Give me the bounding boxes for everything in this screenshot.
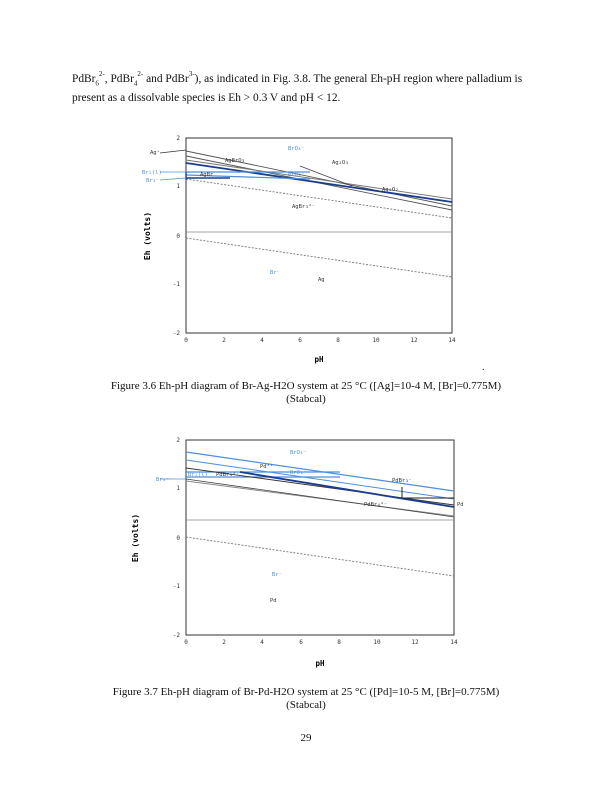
dark-blue-boundary (239, 471, 455, 508)
y-tick-label: -2 (173, 330, 181, 337)
y-axis-label: Eh (volts) (143, 212, 152, 260)
text-run: , PdBr (104, 73, 134, 85)
blue-boundary (185, 174, 311, 180)
x-tick-label: 0 (184, 639, 188, 646)
species-label: AgBr (200, 172, 214, 178)
superscript: 2- (137, 70, 144, 79)
page-number: 29 (300, 732, 312, 744)
species-label: PdBr₄²⁻ (216, 471, 239, 478)
species-label: Br₃⁻ (146, 178, 159, 184)
boundary-line (185, 159, 453, 200)
species-label: AgBr₃²⁻ (292, 203, 315, 210)
species-label: BrO₃⁻ (290, 470, 307, 476)
stray-mark: . (482, 362, 485, 373)
y-tick-label: 1 (176, 183, 180, 190)
x-tick-label: 12 (411, 639, 419, 646)
species-label: Br⁻ (272, 572, 282, 578)
x-tick-label: 0 (184, 337, 188, 344)
o2-water-line (185, 178, 453, 219)
x-tick-label: 14 (448, 337, 456, 344)
species-label: Br₂(l) (188, 472, 208, 478)
label-arrow (159, 177, 187, 181)
x-axis: 0 2 4 6 8 10 12 14 (184, 337, 456, 344)
species-label: Ag₂O₂ (382, 187, 399, 193)
body-paragraph: PdBr62-, PdBr42- and PdBr3-), as indicat… (72, 70, 546, 108)
species-label: BrO₃⁻ (288, 172, 305, 178)
species-label: Ag₂O₃ (332, 160, 349, 166)
species-label: BrO₄⁻ (290, 450, 307, 456)
text-run: PdBr (72, 73, 96, 85)
x-tick-label: 6 (299, 639, 303, 646)
species-label: Pd (270, 598, 277, 604)
y-tick-label: -2 (173, 632, 181, 639)
x-tick-label: 4 (260, 337, 264, 344)
y-tick-label: 0 (176, 535, 180, 542)
text-run: ), as indicated in Fig. 3.8. The general… (72, 73, 523, 104)
figure-caption: Figure 3.6 Eh-pH diagram of Br-Ag-H2O sy… (72, 380, 540, 406)
dark-blue-boundary (185, 162, 453, 203)
y-tick-label: 2 (176, 135, 180, 142)
x-tick-label: 10 (373, 639, 381, 646)
plot-frame (185, 137, 453, 334)
caption-line: (Stabcal) (286, 393, 326, 405)
x-tick-label: 6 (298, 337, 302, 344)
y-axis-label: Eh (volts) (131, 514, 140, 562)
boundary-line (185, 150, 453, 207)
superscript: 3- (188, 70, 195, 79)
label-arrow (159, 149, 187, 154)
h2-water-line (185, 237, 453, 278)
y-tick-label: -1 (173, 281, 181, 288)
x-tick-label: 14 (450, 639, 458, 646)
x-tick-label: 4 (260, 639, 264, 646)
species-label: Br₃⁻ (156, 477, 169, 483)
species-label: PdBr₄²⁻ (364, 501, 387, 508)
y-tick-label: 0 (176, 233, 180, 240)
x-axis: 0 2 4 6 8 10 12 14 (184, 639, 458, 646)
figure-3-7: 2 1 0 -1 -2 0 2 4 6 8 10 12 14 pH Eh (vo… (120, 430, 480, 670)
x-axis-label: pH (314, 355, 324, 364)
species-label: PdBr₃⁻ (392, 478, 412, 484)
x-tick-label: 2 (222, 639, 226, 646)
superscript: 2- (98, 70, 105, 79)
boundary-line (185, 478, 455, 518)
subscript: 4 (133, 79, 138, 88)
x-tick-label: 2 (222, 337, 226, 344)
x-tick-label: 8 (336, 337, 340, 344)
species-label: Br⁻ (270, 270, 280, 276)
x-tick-label: 8 (337, 639, 341, 646)
species-label: Pd (457, 502, 464, 508)
caption-line: Figure 3.7 Eh-pH diagram of Br-Pd-H2O sy… (112, 686, 500, 698)
species-label: AgBrO₃ (225, 158, 245, 164)
y-axis: 2 1 0 -1 -2 (173, 437, 181, 639)
species-label: BrO₄⁻ (288, 146, 305, 152)
caption-line: (Stabcal) (286, 699, 326, 711)
x-tick-label: 10 (372, 337, 380, 344)
y-tick-label: 1 (176, 485, 180, 492)
boundary-line (299, 165, 353, 187)
species-label: Br₂(l) (142, 170, 162, 176)
h2-water-line (185, 536, 455, 577)
text-run: and PdBr (143, 73, 189, 85)
o2-water-line (185, 480, 455, 517)
species-label: Pd²⁺ (260, 463, 273, 470)
eh-ph-diagram-pd: 2 1 0 -1 -2 0 2 4 6 8 10 12 14 pH Eh (vo… (131, 437, 464, 668)
plot-frame (185, 439, 455, 636)
figure-caption: Figure 3.7 Eh-pH diagram of Br-Pd-H2O sy… (72, 686, 540, 712)
eh-ph-diagram-ag: 2 1 0 -1 -2 0 2 4 6 8 10 12 14 pH Eh (vo… (142, 135, 456, 364)
y-tick-label: -1 (173, 583, 181, 590)
x-axis-label: pH (315, 659, 325, 668)
caption-line: Figure 3.6 Eh-pH diagram of Br-Ag-H2O sy… (110, 380, 502, 392)
blue-boundary (185, 459, 455, 500)
species-labels: BrO₄⁻ Pd²⁺ Br₂(l) PdBr₄²⁻ BrO₃⁻ Br₃⁻ PdB… (156, 450, 464, 604)
figure-3-6: 2 1 0 -1 -2 0 2 4 6 8 10 12 14 pH Eh (vo… (120, 128, 480, 368)
species-labels: Ag⁺ Br₂(l) Br₃⁻ BrO₄⁻ AgBrO₃ Ag₂O₃ BrO₃⁻… (142, 146, 399, 283)
species-label: Ag (318, 277, 325, 283)
y-axis: 2 1 0 -1 -2 (173, 135, 181, 337)
subscript: 6 (95, 79, 99, 88)
y-tick-label: 2 (176, 437, 180, 444)
species-label: Ag⁺ (150, 150, 160, 156)
x-tick-label: 12 (410, 337, 418, 344)
